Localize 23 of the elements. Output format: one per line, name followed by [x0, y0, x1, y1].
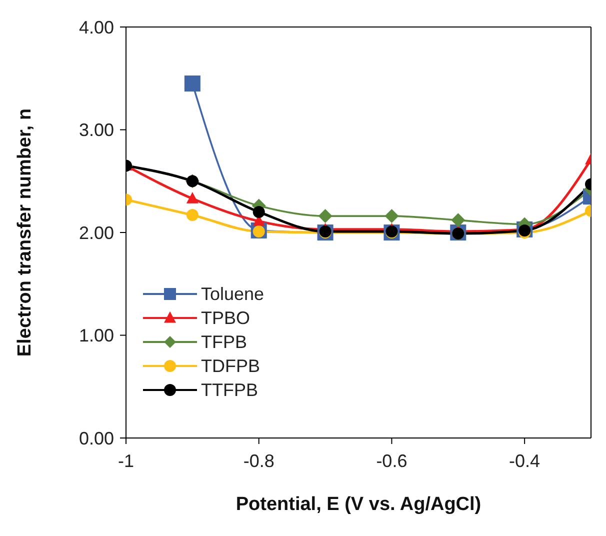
- y-tick-label: 1.00: [78, 326, 114, 346]
- y-tick-label: 0.00: [78, 428, 114, 448]
- x-axis-title: Potential, E (V vs. Ag/AgCl): [236, 494, 482, 515]
- point: [384, 209, 399, 224]
- point: [186, 192, 198, 204]
- legend-label: TTFPB: [201, 380, 258, 400]
- legend-label: TPBO: [201, 308, 250, 328]
- y-tick-label: 3.00: [78, 120, 114, 140]
- point: [318, 209, 332, 224]
- x-tick-label: -0.6: [376, 450, 408, 471]
- point: [186, 209, 198, 222]
- point: [252, 206, 265, 218]
- y-tick-label: 4.00: [78, 17, 114, 38]
- y-tick-label: 2.00: [78, 222, 114, 243]
- y-axis-title: Electron transfer number, n: [14, 108, 36, 357]
- legend-label: TFPB: [201, 332, 248, 352]
- legend-label: TDFPB: [201, 356, 260, 376]
- point: [184, 76, 200, 92]
- x-tick-label: -0.8: [243, 450, 274, 471]
- x-tick-label: -1: [118, 450, 134, 471]
- point: [451, 213, 466, 228]
- x-tick-label: -0.4: [509, 450, 540, 471]
- legend-label: Toluene: [201, 284, 264, 304]
